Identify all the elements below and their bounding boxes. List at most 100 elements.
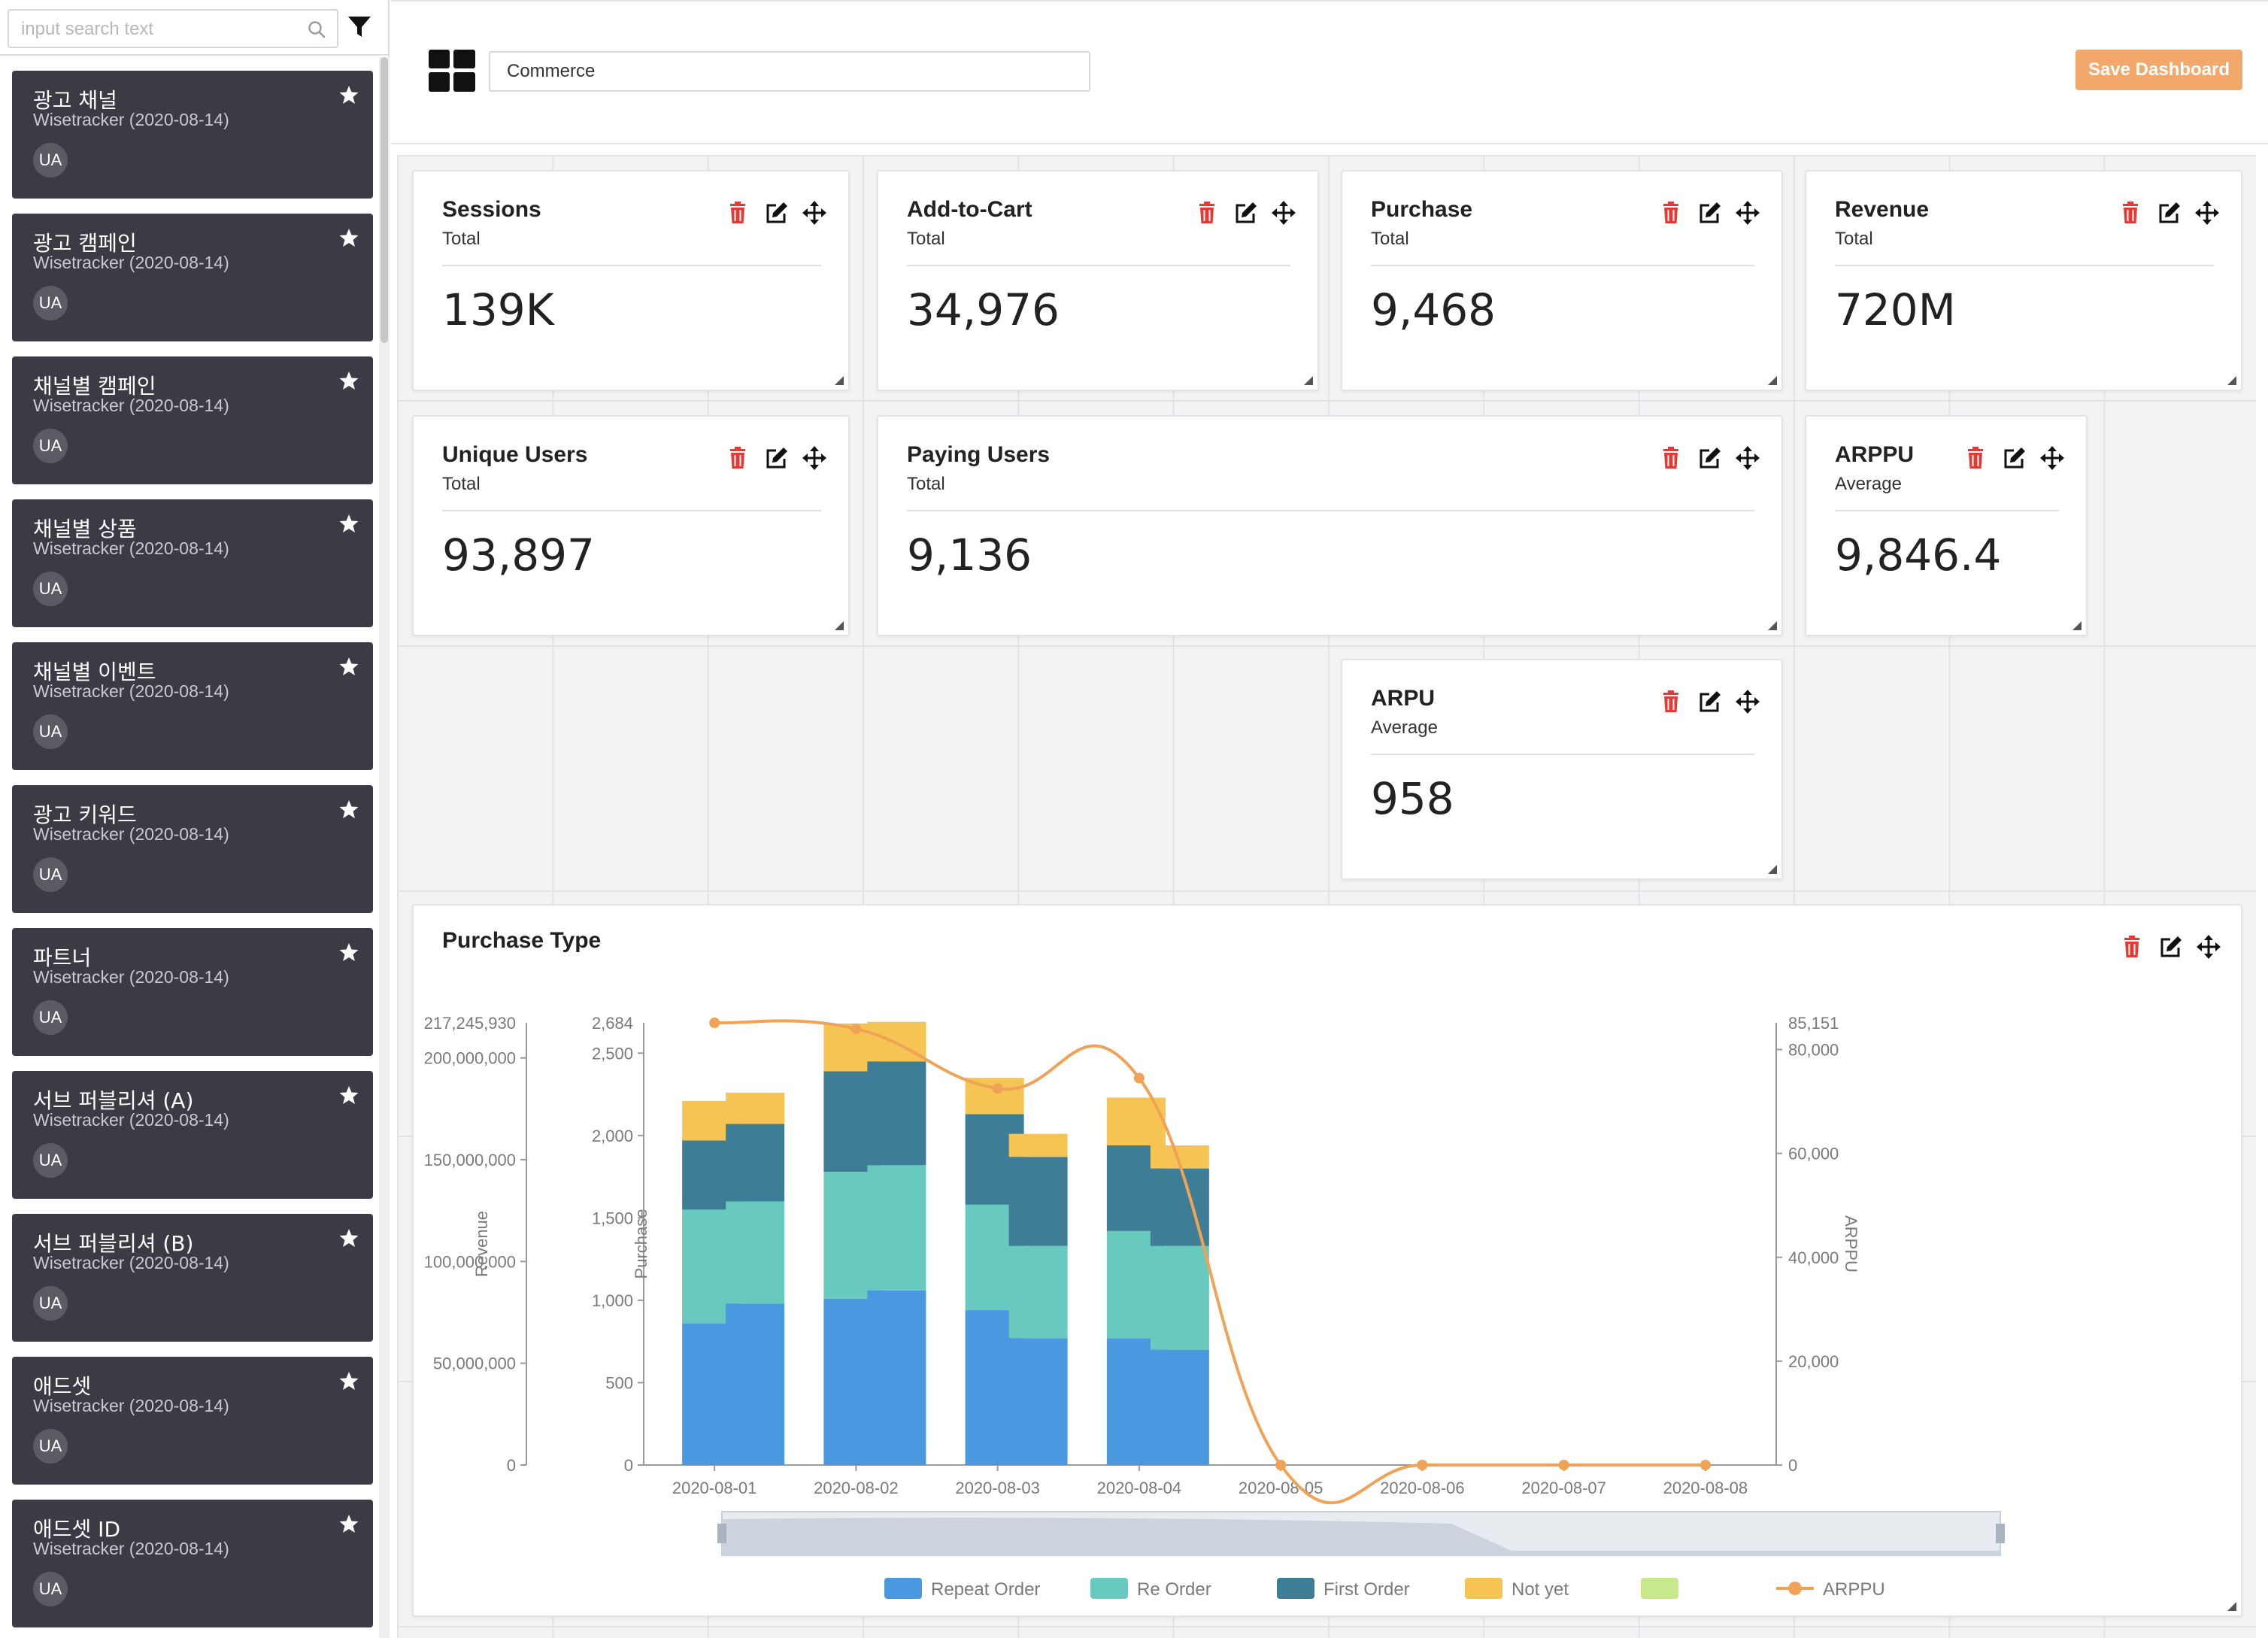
metric-widget[interactable]: Add-to-Cart Total 34,976 (877, 170, 1319, 391)
move-icon[interactable] (1735, 689, 1760, 714)
move-icon[interactable] (2039, 445, 2065, 471)
star-icon[interactable] (338, 513, 359, 534)
metric-widget[interactable]: Revenue Total 720M (1805, 170, 2242, 391)
resize-handle[interactable] (1304, 376, 1313, 385)
legend-swatch[interactable] (1277, 1578, 1314, 1599)
trash-icon[interactable] (1658, 445, 1684, 471)
star-icon[interactable] (338, 799, 359, 820)
resize-handle[interactable] (835, 376, 844, 385)
move-icon[interactable] (1735, 445, 1760, 471)
edit-icon[interactable] (764, 200, 790, 226)
report-card[interactable]: 광고 채널 Wisetracker (2020-08-14) UA (12, 71, 373, 199)
legend-swatch[interactable] (1641, 1578, 1678, 1599)
move-icon[interactable] (1735, 200, 1760, 226)
trash-icon[interactable] (1658, 200, 1684, 226)
scrollbar-thumb[interactable] (381, 57, 388, 343)
move-icon[interactable] (2194, 200, 2220, 226)
move-icon[interactable] (1271, 200, 1296, 226)
edit-icon[interactable] (1697, 200, 1723, 226)
edit-icon[interactable] (1697, 689, 1723, 714)
report-card[interactable]: 광고 캠페인 Wisetracker (2020-08-14) UA (12, 214, 373, 341)
metric-widget[interactable]: Paying Users Total 9,136 (877, 415, 1783, 636)
filter-icon[interactable] (346, 14, 373, 41)
edit-icon[interactable] (2157, 200, 2182, 226)
edit-icon[interactable] (2158, 934, 2184, 960)
report-card[interactable]: 서브 퍼블리셔 (B) Wisetracker (2020-08-14) UA (12, 1214, 373, 1342)
purchase-type-chart-widget[interactable]: Purchase Type 0 50,000,000 100,000,000 150,0… (412, 904, 2242, 1617)
save-dashboard-button[interactable]: Save Dashboard (2075, 50, 2242, 90)
star-icon[interactable] (338, 942, 359, 963)
arppu-point[interactable] (1417, 1460, 1428, 1470)
data-zoom-left-handle[interactable] (717, 1524, 726, 1543)
bar-segment-first-order[interactable] (1008, 1157, 1068, 1246)
resize-handle[interactable] (1768, 865, 1777, 874)
bar-segment-re-order[interactable] (1150, 1245, 1209, 1350)
report-card[interactable]: 채널별 캠페인 Wisetracker (2020-08-14) UA (12, 356, 373, 484)
move-icon[interactable] (2196, 934, 2221, 960)
arppu-point[interactable] (1133, 1072, 1145, 1084)
arppu-point[interactable] (850, 1023, 862, 1034)
metric-widget[interactable]: Sessions Total 139K (412, 170, 850, 391)
report-card[interactable]: 광고 키워드 Wisetracker (2020-08-14) UA (12, 785, 373, 913)
legend-swatch[interactable] (1465, 1578, 1502, 1599)
edit-icon[interactable] (1697, 445, 1723, 471)
arppu-point[interactable] (992, 1083, 1003, 1094)
edit-icon[interactable] (2002, 445, 2027, 471)
report-card[interactable]: 파트너 Wisetracker (2020-08-14) UA (12, 928, 373, 1056)
arppu-point[interactable] (709, 1018, 720, 1028)
legend-label[interactable]: Repeat Order (931, 1579, 1040, 1600)
arppu-point[interactable] (1558, 1460, 1569, 1470)
trash-icon[interactable] (2119, 934, 2145, 960)
star-icon[interactable] (338, 1084, 359, 1106)
resize-handle[interactable] (2227, 1602, 2236, 1611)
report-card[interactable]: 채널별 상품 Wisetracker (2020-08-14) UA (12, 499, 373, 627)
arppu-point[interactable] (1699, 1460, 1711, 1470)
trash-icon[interactable] (1194, 200, 1220, 226)
bar-segment-first-order[interactable] (867, 1061, 926, 1166)
bar-segment-not-yet[interactable] (1008, 1133, 1068, 1157)
move-icon[interactable] (802, 445, 827, 471)
edit-icon[interactable] (1233, 200, 1259, 226)
star-icon[interactable] (338, 227, 359, 248)
report-card[interactable]: 애드셋 Wisetracker (2020-08-14) UA (12, 1357, 373, 1485)
resize-handle[interactable] (2227, 376, 2236, 385)
bar-segment-not-yet[interactable] (726, 1092, 785, 1124)
trash-icon[interactable] (1658, 689, 1684, 714)
trash-icon[interactable] (1963, 445, 1988, 471)
edit-icon[interactable] (764, 445, 790, 471)
trash-icon[interactable] (725, 445, 750, 471)
move-icon[interactable] (802, 200, 827, 226)
dashboard-name-input[interactable] (489, 51, 1090, 92)
resize-handle[interactable] (1768, 376, 1777, 385)
metric-widget[interactable]: Purchase Total 9,468 (1341, 170, 1783, 391)
report-card[interactable]: 서브 퍼블리셔 (A) Wisetracker (2020-08-14) UA (12, 1071, 373, 1199)
trash-icon[interactable] (2118, 200, 2143, 226)
bar-segment-re-order[interactable] (726, 1201, 785, 1304)
resize-handle[interactable] (2072, 621, 2082, 630)
star-icon[interactable] (338, 370, 359, 391)
resize-handle[interactable] (835, 621, 844, 630)
resize-handle[interactable] (1768, 621, 1777, 630)
metric-widget[interactable]: Unique Users Total 93,897 (412, 415, 850, 636)
bar-segment-repeat-order[interactable] (1008, 1338, 1068, 1465)
search-icon[interactable] (307, 20, 326, 39)
bar-segment-repeat-order[interactable] (1150, 1349, 1209, 1465)
star-icon[interactable] (338, 1370, 359, 1391)
search-box[interactable] (8, 9, 338, 48)
metric-widget[interactable]: ARPPU Average 9,846.4 (1805, 415, 2088, 636)
legend-label[interactable]: Re Order (1137, 1579, 1211, 1600)
legend-label[interactable]: ARPPU (1823, 1579, 1885, 1600)
bar-segment-re-order[interactable] (1008, 1245, 1068, 1339)
sidebar-scrollbar[interactable] (379, 57, 390, 1638)
star-icon[interactable] (338, 1227, 359, 1248)
legend-swatch[interactable] (1090, 1578, 1128, 1599)
metric-widget[interactable]: ARPU Average 958 (1341, 659, 1783, 880)
bar-segment-repeat-order[interactable] (726, 1303, 785, 1465)
arppu-point[interactable] (1275, 1460, 1287, 1470)
legend-label[interactable]: Not yet (1511, 1579, 1569, 1600)
data-zoom-right-handle[interactable] (1996, 1524, 2005, 1543)
report-card[interactable]: 채널별 이벤트 Wisetracker (2020-08-14) UA (12, 642, 373, 770)
report-card[interactable]: 애드셋 ID Wisetracker (2020-08-14) UA (12, 1500, 373, 1627)
bar-segment-re-order[interactable] (867, 1165, 926, 1291)
legend-label[interactable]: First Order (1324, 1579, 1410, 1600)
